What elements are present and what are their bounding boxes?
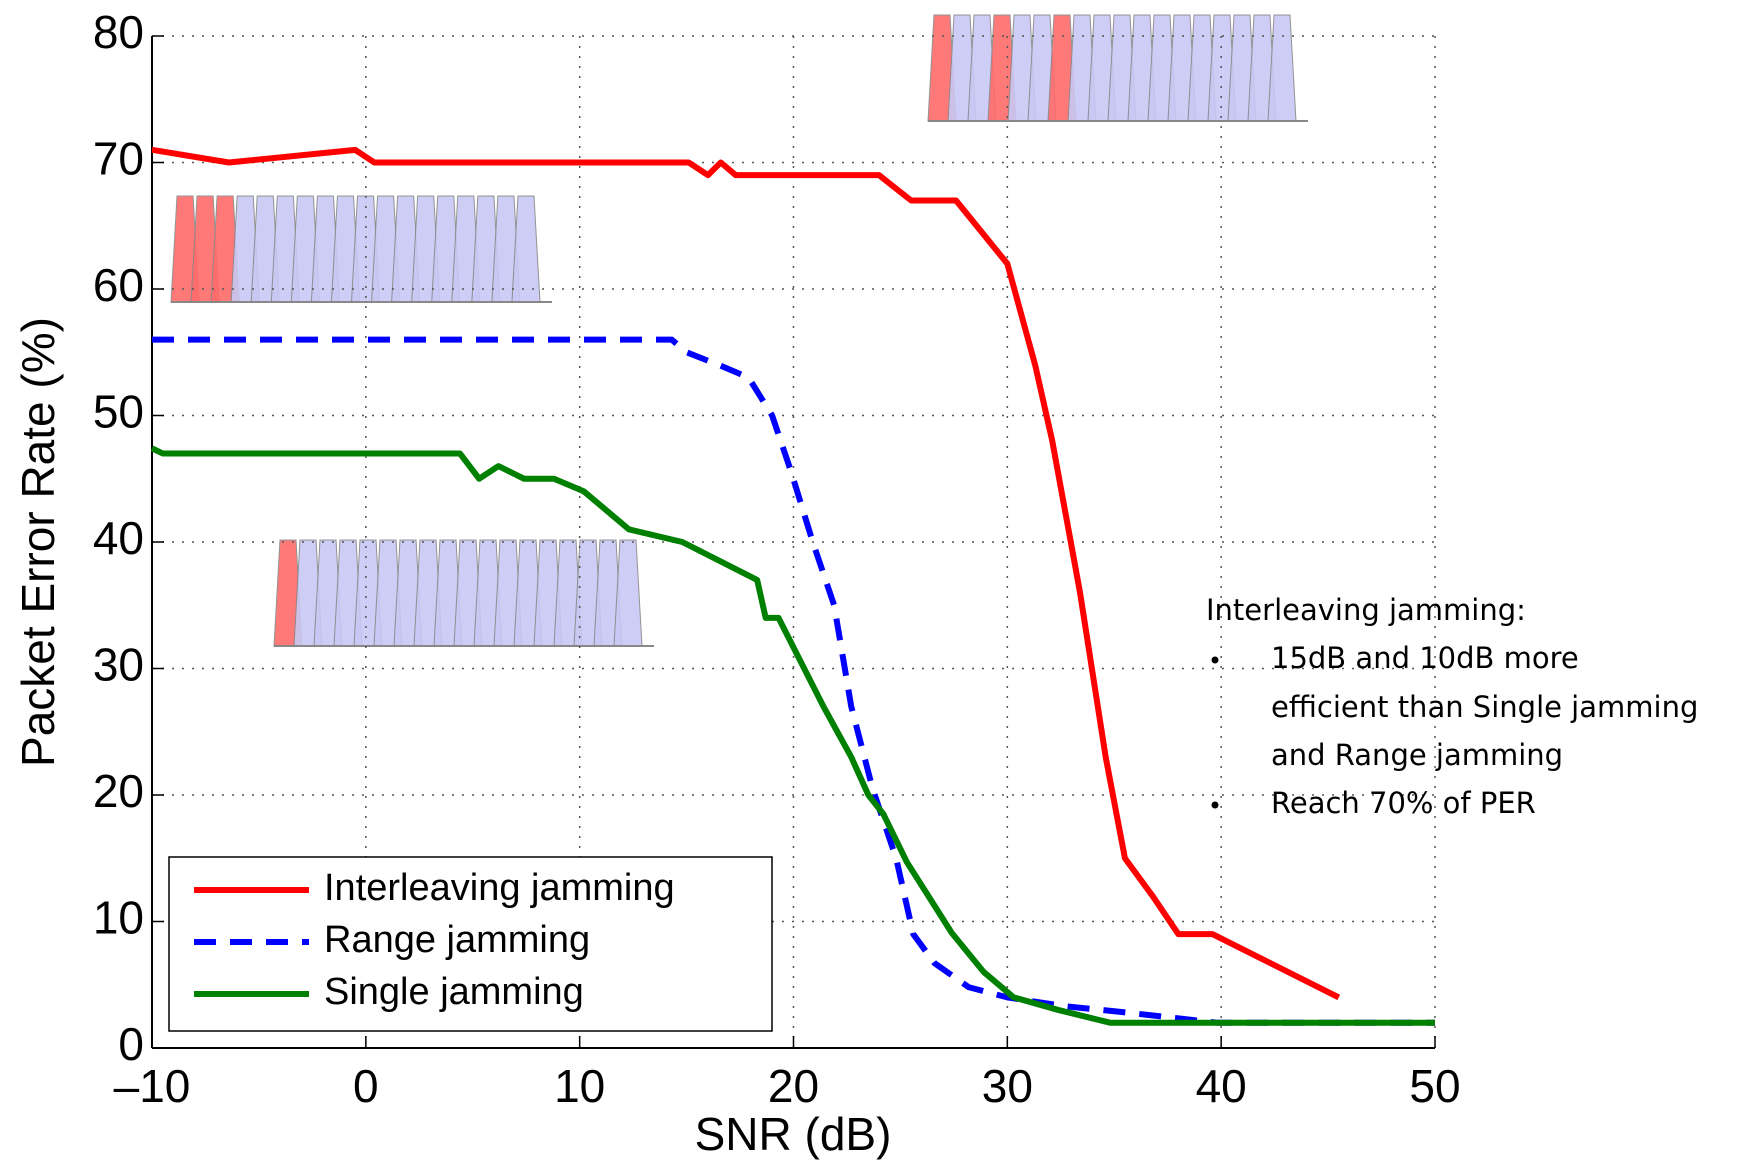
y-tick-label: 0 [118, 1018, 144, 1070]
series-line [151, 146, 1341, 1001]
x-tick-label: 30 [982, 1060, 1033, 1112]
x-tick-label: 0 [353, 1060, 379, 1112]
channel-peak [1267, 14, 1297, 122]
x-tick-label: 20 [768, 1060, 819, 1112]
x-tick-label: 50 [1409, 1060, 1460, 1112]
y-tick-label: 30 [93, 639, 144, 691]
bullet [1211, 801, 1219, 809]
y-tick-label: 80 [93, 6, 144, 58]
bullet [1211, 656, 1219, 664]
annotation-line: efficient than Single jamming [1271, 690, 1698, 724]
y-tick-label: 70 [93, 133, 144, 185]
annotation-line: and Range jamming [1271, 738, 1563, 772]
annotation-line: Reach 70% of PER [1271, 786, 1536, 820]
series-line [152, 336, 1435, 1026]
x-tick-label: –10 [114, 1060, 191, 1112]
y-tick-label: 40 [93, 512, 144, 564]
legend-label: Interleaving jamming [324, 867, 675, 909]
legend-label: Range jamming [324, 919, 590, 961]
x-tick-label: 10 [554, 1060, 605, 1112]
channel-peak [511, 195, 541, 303]
annotation-title: Interleaving jamming: [1206, 593, 1526, 627]
annotation-line: 15dB and 10dB more [1271, 641, 1579, 675]
series-line [150, 445, 1435, 1026]
spectrum-icons [170, 14, 1308, 647]
y-tick-label: 20 [93, 765, 144, 817]
y-tick-label: 60 [93, 259, 144, 311]
channel-peak [613, 539, 643, 647]
y-tick-label: 50 [93, 386, 144, 438]
y-tick-label: 10 [93, 892, 144, 944]
x-tick-label: 40 [1196, 1060, 1247, 1112]
x-axis-label: SNR (dB) [695, 1108, 892, 1160]
plot-area [150, 35, 1436, 1049]
y-axis-label: Packet Error Rate (%) [12, 317, 64, 767]
legend-label: Single jamming [324, 971, 584, 1013]
